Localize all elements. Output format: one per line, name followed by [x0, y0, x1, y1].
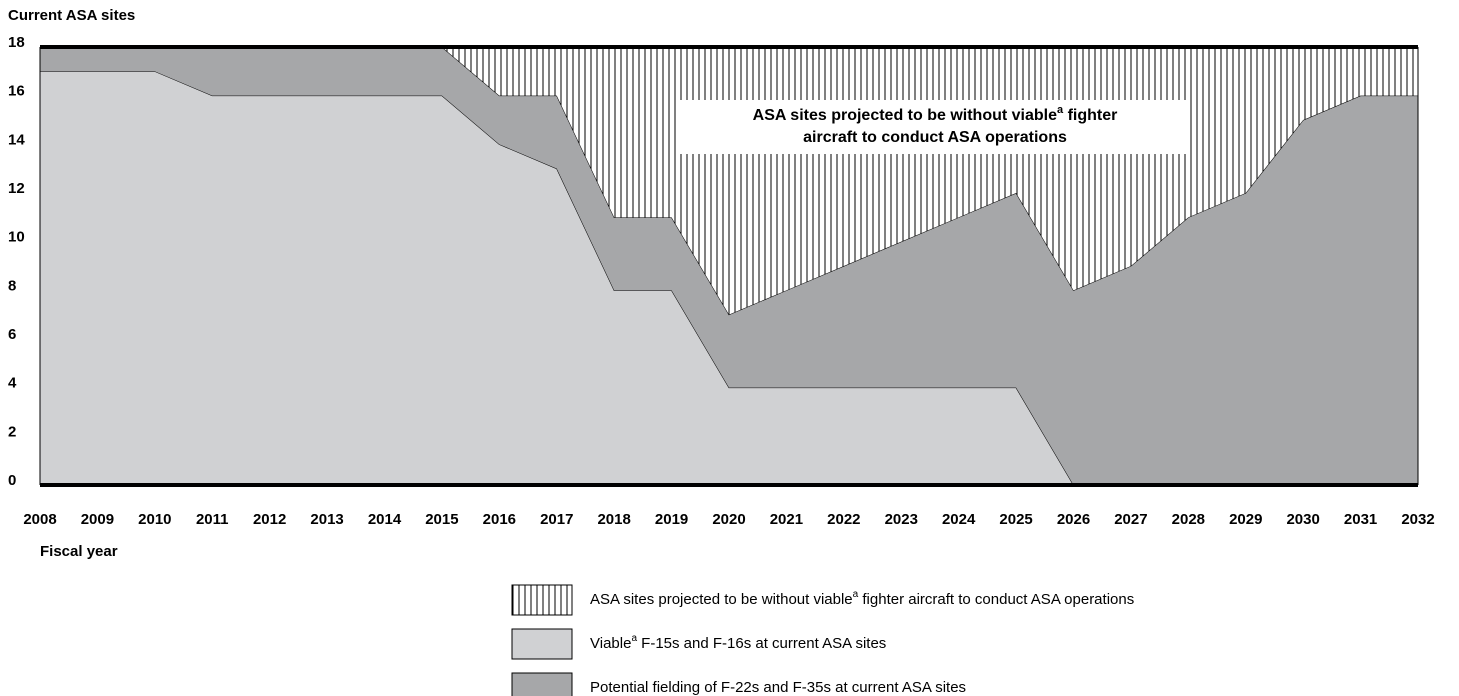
x-tick-label: 2015 [425, 511, 458, 528]
legend-label: Viablea F-15s and F-16s at current ASA s… [590, 633, 886, 652]
area [40, 71, 1418, 485]
legend-swatch [511, 628, 573, 660]
y-tick-label: 0 [8, 472, 16, 489]
x-tick-label: 2021 [770, 511, 803, 528]
y-tick-label: 16 [8, 83, 25, 100]
y-tick-label: 10 [8, 229, 25, 246]
annotation-background [680, 100, 1190, 154]
x-tick-label: 2031 [1344, 511, 1377, 528]
annotation: ASA sites projected to be without viable… [680, 100, 1190, 154]
x-tick-label: 2019 [655, 511, 688, 528]
x-tick-label: 2027 [1114, 511, 1147, 528]
legend-text: Potential fielding of F-22s and F-35s at… [590, 679, 966, 696]
x-tick-label: 2023 [885, 511, 918, 528]
chart-title: Current ASA sites [8, 7, 135, 24]
x-tick-label: 2025 [999, 511, 1032, 528]
annotation-superscript: a [1057, 104, 1064, 116]
y-tick-label: 4 [8, 375, 17, 392]
x-tick-label: 2016 [483, 511, 516, 528]
x-tick-label: 2014 [368, 511, 402, 528]
y-tick-label: 6 [8, 326, 16, 343]
x-tick-label: 2011 [196, 511, 229, 528]
x-tick-label: 2018 [597, 511, 630, 528]
x-tick-label: 2024 [942, 511, 976, 528]
legend-text: fighter aircraft to conduct ASA operatio… [858, 591, 1134, 608]
annotation-line-2: aircraft to conduct ASA operations [803, 129, 1067, 146]
legend-label: Potential fielding of F-22s and F-35s at… [590, 679, 966, 696]
area [40, 47, 1418, 485]
y-tick-label: 18 [8, 34, 25, 51]
legend-superscript: a [853, 589, 859, 600]
x-tick-label: 2022 [827, 511, 860, 528]
x-axis-label: Fiscal year [40, 543, 118, 560]
x-tick-label: 2010 [138, 511, 171, 528]
y-tick-label: 14 [8, 131, 25, 148]
legend-text: Viable [590, 635, 631, 652]
x-tick-label: 2008 [23, 511, 56, 528]
x-tick-label: 2012 [253, 511, 286, 528]
x-tick-label: 2032 [1401, 511, 1434, 528]
y-tick-label: 12 [8, 180, 25, 197]
x-tick-label: 2013 [310, 511, 343, 528]
x-tick-label: 2020 [712, 511, 745, 528]
x-tick-label: 2028 [1172, 511, 1205, 528]
legend-swatch [511, 672, 573, 696]
y-tick-label: 2 [8, 423, 16, 440]
legend-text: F-15s and F-16s at current ASA sites [637, 635, 886, 652]
annotation-text: ASA sites projected to be without viable [753, 107, 1057, 124]
legend-swatch [511, 584, 573, 616]
x-tick-label: 2026 [1057, 511, 1090, 528]
x-tick-label: 2030 [1286, 511, 1319, 528]
x-tick-label: 2009 [81, 511, 114, 528]
legend-label: ASA sites projected to be without viable… [590, 589, 1134, 608]
annotation-text: fighter [1063, 107, 1117, 124]
annotation-line-1: ASA sites projected to be without viable… [753, 104, 1118, 124]
legend-text: ASA sites projected to be without viable [590, 591, 853, 608]
y-tick-label: 8 [8, 277, 16, 294]
x-tick-label: 2017 [540, 511, 573, 528]
legend-superscript: a [631, 633, 637, 644]
x-tick-label: 2029 [1229, 511, 1262, 528]
